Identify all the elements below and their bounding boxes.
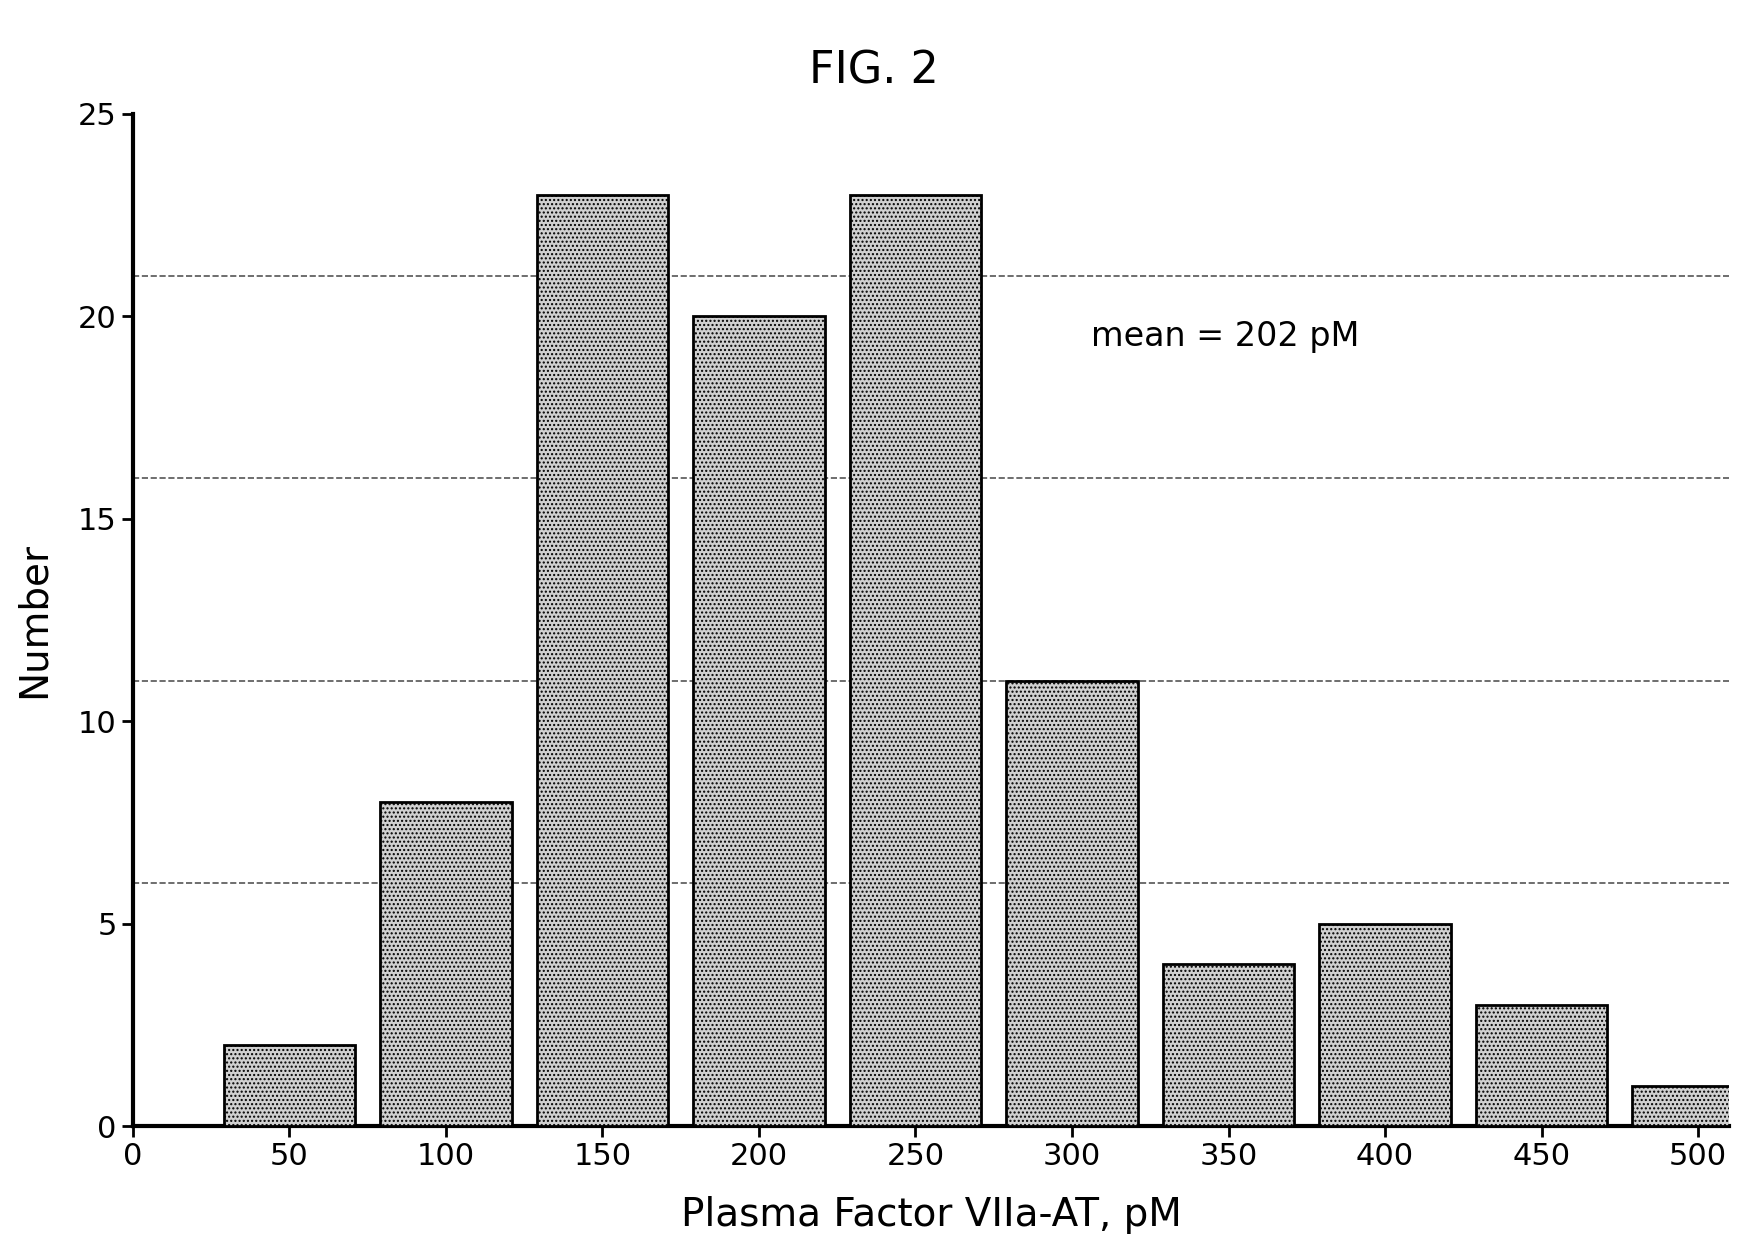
Bar (1632, 1085, 1747, 1127)
Text: mean = 202 pM: mean = 202 pM (1090, 320, 1359, 353)
Bar (1476, 1004, 1607, 1127)
Bar (849, 195, 982, 1127)
Bar (381, 802, 512, 1127)
Bar (1319, 923, 1450, 1127)
Bar (1164, 964, 1295, 1127)
Bar (694, 316, 825, 1127)
Bar (1006, 681, 1137, 1127)
Text: FIG. 2: FIG. 2 (809, 50, 938, 92)
Bar (536, 195, 667, 1127)
Y-axis label: Number: Number (16, 542, 52, 698)
X-axis label: Plasma Factor VIIa-AT, pM: Plasma Factor VIIa-AT, pM (681, 1197, 1181, 1234)
Bar (224, 1045, 355, 1127)
